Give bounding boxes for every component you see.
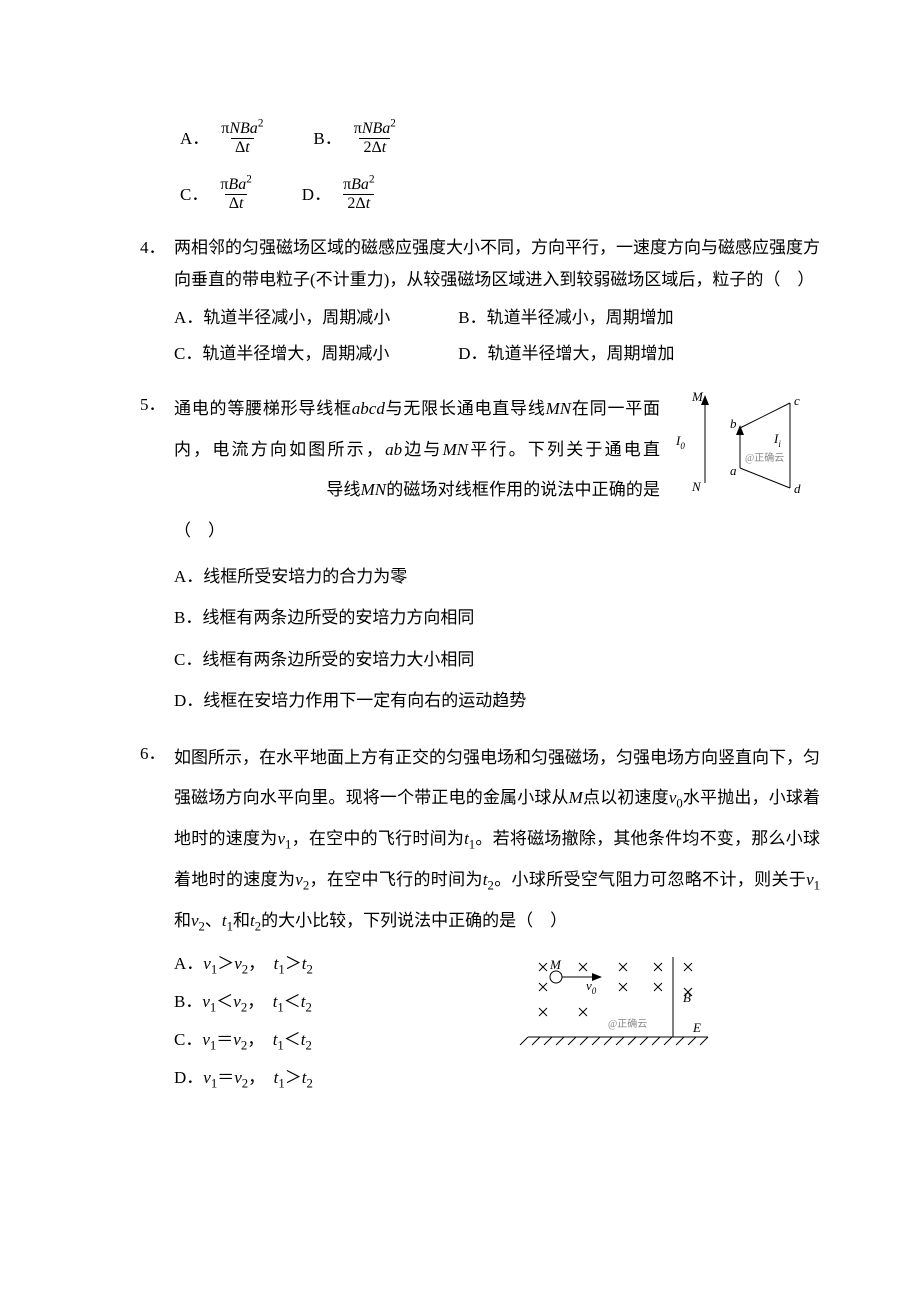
- label-b: B: [683, 990, 691, 1005]
- question-stem: 如图所示，在水平地面上方有正交的匀强电场和匀强磁场，匀强电场方向竖直向下，匀强磁…: [174, 738, 820, 942]
- watermark: @正确云: [745, 451, 784, 464]
- q3-option-c: C． πBa2 Δt: [180, 176, 254, 214]
- q3-options-row-2: C． πBa2 Δt D． πBa2 2Δt: [140, 176, 820, 214]
- denominator: 2Δt: [343, 194, 374, 213]
- numerator: πBa2: [218, 176, 253, 194]
- q5-option-b: B．线框有两条边所受的安培力方向相同: [174, 599, 820, 636]
- q5-option-c: C．线框有两条边所受的安培力大小相同: [174, 641, 820, 678]
- question-body: 两相邻的匀强磁场区域的磁感应强度大小不同，方向平行，一速度方向与磁感应强度方向垂…: [174, 232, 820, 375]
- question-6: 6． 如图所示，在水平地面上方有正交的匀强电场和匀强磁场，匀强电场方向竖直向下，…: [140, 738, 820, 1100]
- question-options: A．v1＞v2， t1＞t2 B．v1＜v2， t1＜t2 C．v1＝v2， t…: [174, 947, 394, 1099]
- q5-figure: M N I0 a b c d Ii: [670, 383, 820, 503]
- denominator: Δt: [231, 138, 254, 157]
- exam-page: A． πNBa2 Δt B． πNBa2 2Δt C． πBa2 Δt D． π…: [0, 0, 920, 1302]
- option-label: D．: [302, 179, 331, 211]
- q6-options-and-figure: A．v1＞v2， t1＞t2 B．v1＜v2， t1＜t2 C．v1＝v2， t…: [174, 947, 820, 1099]
- q3-option-a: A． πNBa2 Δt: [180, 120, 265, 158]
- question-number: 5．: [140, 389, 174, 724]
- q5-option-a: A．线框所受安培力的合力为零: [174, 558, 820, 595]
- label-m: M: [691, 389, 704, 404]
- label-ii: Ii: [773, 431, 781, 449]
- label-n: N: [691, 479, 702, 494]
- question-options: A．轨道半径减小，周期减小 B．轨道半径减小，周期增加 C．轨道半径增大，周期减…: [174, 302, 820, 371]
- fraction: πBa2 2Δt: [341, 176, 376, 214]
- fraction: πNBa2 2Δt: [352, 120, 398, 158]
- label-v0: v0: [586, 978, 597, 996]
- question-body: M N I0 a b c d Ii: [174, 389, 820, 724]
- label-c: c: [794, 393, 800, 408]
- label-a: a: [730, 463, 737, 478]
- question-body: 如图所示，在水平地面上方有正交的匀强电场和匀强磁场，匀强电场方向竖直向下，匀强磁…: [174, 738, 820, 1100]
- question-5: 5． M N I0: [140, 389, 820, 724]
- q4-option-d: D．轨道半径增大，周期增加: [458, 338, 738, 370]
- label-d: d: [794, 481, 801, 496]
- label-i0: I0: [675, 433, 685, 451]
- label-e: E: [692, 1020, 701, 1035]
- numerator: πNBa2: [219, 120, 265, 138]
- watermark: @正确云: [608, 1017, 647, 1030]
- question-number: 6．: [140, 738, 174, 1100]
- q4-option-a: A．轨道半径减小，周期减小: [174, 302, 454, 334]
- q6-option-d: D．v1＝v2， t1＞t2: [174, 1068, 313, 1087]
- fraction: πBa2 Δt: [218, 176, 253, 214]
- question-4: 4． 两相邻的匀强磁场区域的磁感应强度大小不同，方向平行，一速度方向与磁感应强度…: [140, 232, 820, 375]
- q4-option-b: B．轨道半径减小，周期增加: [458, 302, 738, 334]
- label-m: M: [549, 957, 562, 972]
- numerator: πBa2: [341, 176, 376, 194]
- q6-figure: M v0 B E @正确云: [508, 947, 728, 1057]
- q3-option-d: D． πBa2 2Δt: [302, 176, 377, 214]
- label-b: b: [730, 416, 737, 431]
- fraction: πNBa2 Δt: [219, 120, 265, 158]
- question-number: 4．: [140, 232, 174, 375]
- q6-option-c: C．v1＝v2， t1＜t2: [174, 1030, 312, 1049]
- denominator: Δt: [225, 194, 248, 213]
- q6-option-a: A．v1＞v2， t1＞t2: [174, 954, 313, 973]
- q4-option-c: C．轨道半径增大，周期减小: [174, 338, 454, 370]
- q3-options-row-1: A． πNBa2 Δt B． πNBa2 2Δt: [140, 120, 820, 158]
- q6-option-b: B．v1＜v2， t1＜t2: [174, 992, 312, 1011]
- option-label: B．: [313, 123, 341, 155]
- q3-option-b: B． πNBa2 2Δt: [313, 120, 397, 158]
- option-label: A．: [180, 123, 209, 155]
- q5-option-d: D．线框在安培力作用下一定有向右的运动趋势: [174, 682, 820, 719]
- numerator: πNBa2: [352, 120, 398, 138]
- denominator: 2Δt: [359, 138, 390, 157]
- question-options: A．线框所受安培力的合力为零 B．线框有两条边所受的安培力方向相同 C．线框有两…: [174, 558, 820, 720]
- question-stem: 两相邻的匀强磁场区域的磁感应强度大小不同，方向平行，一速度方向与磁感应强度方向垂…: [174, 232, 820, 297]
- option-label: C．: [180, 179, 208, 211]
